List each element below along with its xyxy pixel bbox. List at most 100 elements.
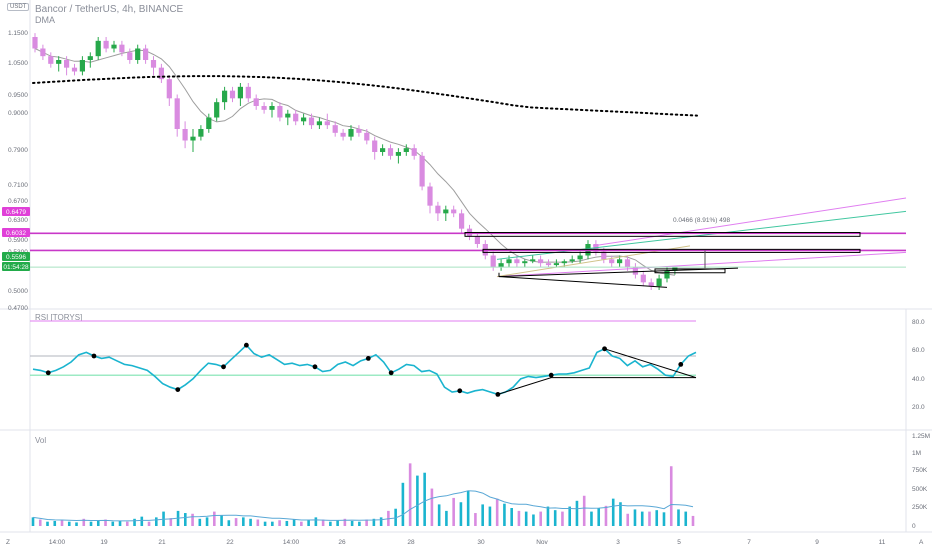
symbol-badge: USDT: [7, 3, 30, 11]
moving-average-line: [34, 48, 675, 276]
volume-bar: [416, 475, 419, 526]
candle: [87, 56, 93, 60]
candle: [632, 267, 638, 275]
volume-bar: [198, 518, 202, 526]
candle: [356, 129, 362, 133]
volume-bar: [350, 520, 354, 526]
volume-bar: [278, 520, 281, 526]
y-tick-label: 1.1500: [8, 30, 28, 37]
candle: [364, 132, 370, 141]
candle: [332, 125, 338, 133]
volume-bar: [553, 510, 557, 526]
indicator-label: DMA: [35, 15, 55, 25]
candle: [174, 98, 180, 129]
volume-bar: [604, 505, 608, 526]
volume-bar: [89, 521, 93, 526]
rsi-pivot-dot: [45, 370, 51, 376]
volume-bar: [300, 521, 303, 526]
candle: [48, 56, 54, 64]
volume-tick-label: 500K: [912, 486, 928, 493]
volume-bar: [655, 510, 659, 526]
auto-scale-label: A: [919, 539, 924, 546]
channel-lower-line: [496, 251, 907, 278]
candle: [490, 255, 496, 267]
candle: [395, 152, 401, 156]
candle: [56, 60, 62, 64]
rsi-pivot-dot: [678, 362, 684, 367]
x-tick-label: 14:00: [49, 539, 66, 546]
rsi-tick-label: 20.0: [912, 404, 925, 411]
volume-bar: [169, 518, 173, 526]
volume-bar: [488, 506, 492, 526]
rsi-pivot-dot: [365, 356, 371, 361]
volume-bar: [445, 510, 448, 526]
volume-bar: [125, 521, 129, 526]
candle: [95, 40, 101, 57]
rsi-tick-label: 40.0: [912, 376, 925, 383]
volume-bar: [38, 519, 42, 526]
volume-bar: [503, 503, 506, 526]
channel-upper-line: [592, 197, 907, 247]
volume-bar: [597, 508, 601, 526]
volume-bar: [575, 500, 579, 526]
candle: [324, 121, 330, 126]
rsi-label: RSI [TORYS]: [35, 313, 83, 322]
volume-bar: [336, 520, 339, 526]
price-tag-label: 0.6032: [6, 230, 26, 237]
candle: [435, 205, 441, 214]
candle: [522, 261, 528, 264]
volume-bar: [495, 498, 499, 526]
candle: [32, 37, 38, 49]
volume-bar: [466, 490, 470, 526]
candle: [182, 129, 188, 141]
volume-bar: [568, 506, 572, 526]
candle: [553, 263, 559, 266]
volume-bar: [459, 502, 463, 526]
volume-bar: [648, 511, 651, 526]
volume-bar: [271, 521, 274, 526]
candle: [40, 48, 46, 57]
zoom-label: Z: [6, 539, 10, 546]
rsi-trend-line: [604, 348, 697, 379]
zone-box: [482, 248, 861, 253]
candle: [617, 259, 623, 264]
rsi-line: [32, 344, 697, 396]
volume-bar: [561, 511, 564, 526]
volume-bar: [524, 511, 528, 526]
volume-bar: [677, 509, 680, 526]
volume-bar: [227, 520, 231, 526]
candle: [419, 155, 425, 187]
volume-bar: [691, 515, 695, 526]
x-tick-label: 22: [226, 539, 234, 546]
candle: [411, 148, 417, 156]
price-tag-label: 0.6479: [6, 209, 26, 216]
candle: [229, 90, 236, 99]
volume-tick-label: 750K: [912, 467, 928, 474]
y-tick-label: 0.7100: [8, 182, 28, 189]
volume-bar: [474, 513, 477, 526]
wedge-line: [498, 267, 739, 278]
volume-bar: [118, 520, 122, 526]
volume-bar: [75, 522, 78, 526]
volume-bar: [154, 517, 158, 526]
volume-bar: [626, 513, 630, 526]
rsi-pivot-dot: [312, 364, 318, 370]
candle: [498, 263, 504, 267]
volume-tick-label: 0: [912, 523, 916, 530]
volume-bar: [213, 511, 216, 526]
volume-bar: [53, 520, 57, 526]
candle: [387, 148, 394, 156]
candle: [261, 106, 267, 110]
candle: [103, 40, 109, 49]
price-tag: [2, 262, 30, 271]
volume-bar: [401, 482, 405, 526]
volume-bar: [82, 518, 86, 526]
volume-bar: [31, 517, 35, 526]
volume-bar: [394, 508, 397, 526]
candle: [198, 129, 204, 137]
rsi-trend-line: [497, 377, 696, 395]
volume-bar: [263, 521, 267, 526]
candle: [656, 278, 662, 287]
volume-bar: [147, 521, 151, 526]
